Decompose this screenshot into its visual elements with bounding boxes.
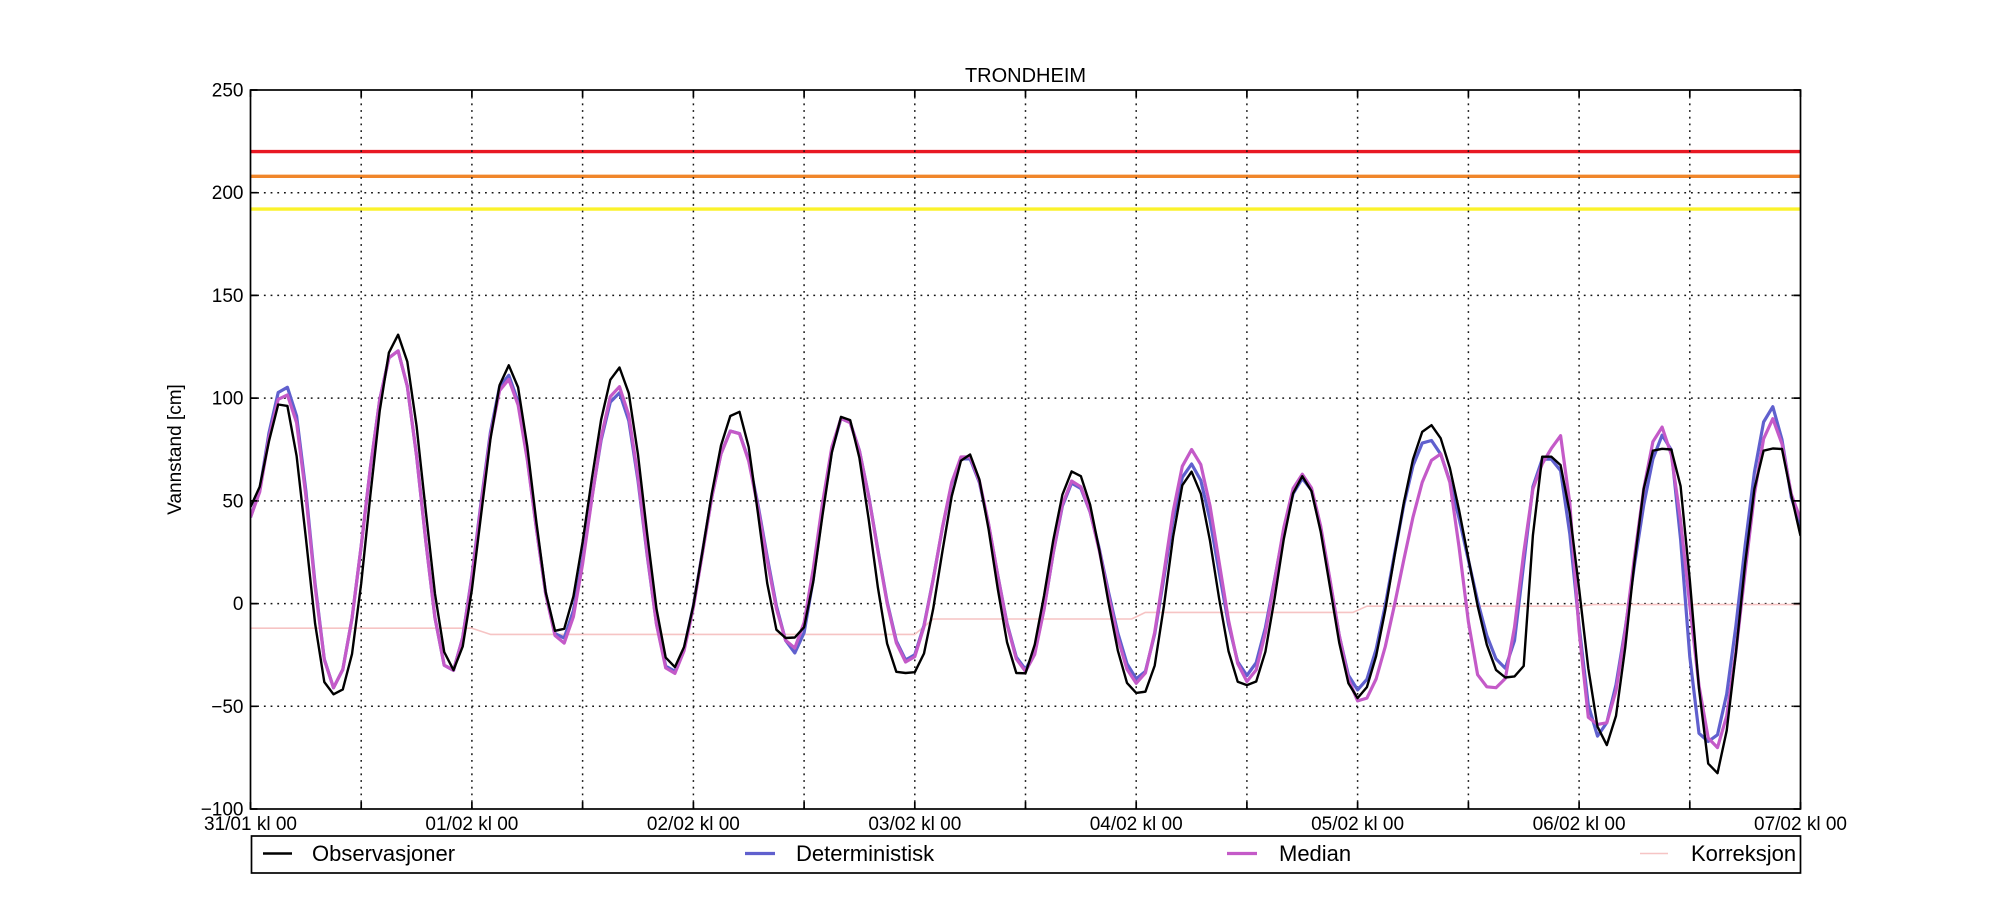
- svg-text:01/02 kl 00: 01/02 kl 00: [425, 814, 518, 835]
- svg-text:0: 0: [233, 594, 244, 615]
- svg-text:100: 100: [212, 389, 244, 410]
- svg-text:Korreksjon: Korreksjon: [1691, 841, 1796, 866]
- svg-text:Median: Median: [1279, 841, 1351, 866]
- svg-text:Vannstand [cm]: Vannstand [cm]: [165, 384, 186, 515]
- svg-text:02/02 kl 00: 02/02 kl 00: [647, 814, 740, 835]
- svg-text:−50: −50: [211, 697, 243, 718]
- svg-text:07/02 kl 00: 07/02 kl 00: [1754, 814, 1847, 835]
- svg-text:04/02 kl 00: 04/02 kl 00: [1090, 814, 1183, 835]
- svg-text:03/02 kl 00: 03/02 kl 00: [868, 814, 961, 835]
- svg-text:05/02 kl 00: 05/02 kl 00: [1311, 814, 1404, 835]
- svg-text:Deterministisk: Deterministisk: [796, 841, 935, 866]
- svg-text:150: 150: [212, 286, 244, 307]
- svg-text:Observasjoner: Observasjoner: [312, 841, 455, 866]
- svg-text:31/01 kl 00: 31/01 kl 00: [204, 814, 297, 835]
- svg-text:50: 50: [222, 491, 243, 512]
- svg-text:250: 250: [212, 81, 244, 102]
- svg-text:TRONDHEIM: TRONDHEIM: [965, 65, 1086, 87]
- svg-text:06/02 kl 00: 06/02 kl 00: [1533, 814, 1626, 835]
- svg-text:−100: −100: [201, 800, 244, 821]
- svg-text:200: 200: [212, 183, 244, 204]
